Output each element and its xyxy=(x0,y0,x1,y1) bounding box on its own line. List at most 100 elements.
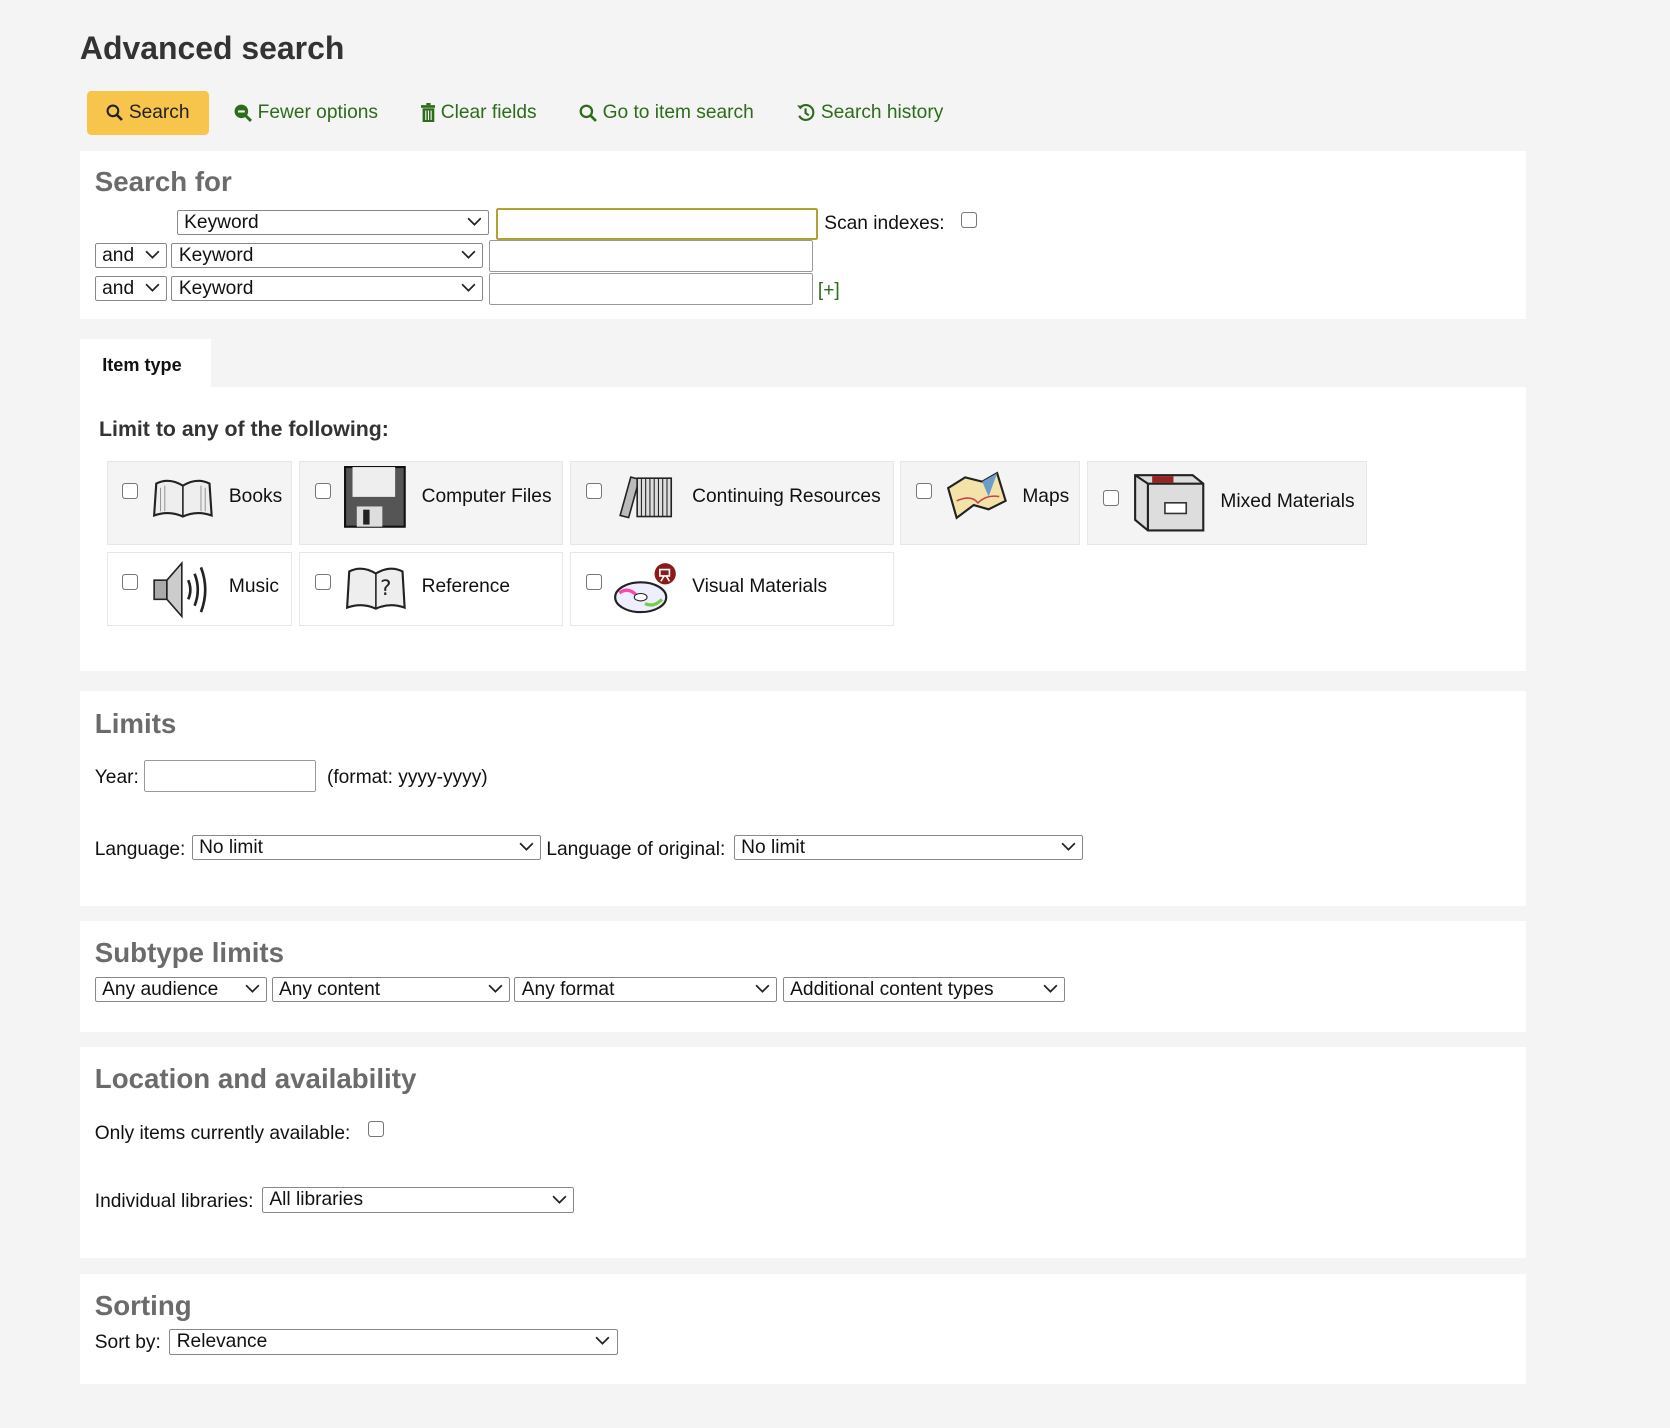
history-icon xyxy=(797,104,815,122)
visual-materials-checkbox[interactable] xyxy=(585,573,602,590)
operator-value: and xyxy=(102,277,135,299)
toolbar: Search Fewer options Clear fields Go to … xyxy=(87,90,943,136)
chevron-down-icon xyxy=(595,1333,610,1348)
format-value: Any format xyxy=(521,978,615,1000)
index-select-value: Keyword xyxy=(178,244,254,266)
item-type-visual-materials[interactable]: Visual Materials xyxy=(569,551,894,627)
continuing-resources-label: Continuing Resources xyxy=(692,485,881,507)
item-type-reference[interactable]: ? Reference xyxy=(299,551,564,627)
mixed-materials-checkbox[interactable] xyxy=(1103,489,1120,506)
item-type-books[interactable]: Books xyxy=(106,461,292,546)
search-icon xyxy=(107,104,124,122)
content-value: Any content xyxy=(278,978,381,1000)
index-select-1[interactable]: Keyword xyxy=(176,209,489,236)
sorting-heading: Sorting xyxy=(94,1289,192,1321)
libraries-value: All libraries xyxy=(269,1189,364,1211)
tab-item-type[interactable]: Item type xyxy=(79,338,211,388)
chevron-down-icon xyxy=(488,981,503,996)
orig-language-select[interactable]: No limit xyxy=(733,834,1084,861)
operator-select-2[interactable]: and xyxy=(94,242,168,269)
year-input[interactable] xyxy=(143,760,317,793)
computer-files-checkbox[interactable] xyxy=(315,483,332,500)
scan-indexes-checkbox[interactable] xyxy=(960,211,977,228)
reference-checkbox[interactable] xyxy=(315,573,332,590)
computer-files-label: Computer Files xyxy=(421,485,552,507)
chevron-down-icon xyxy=(145,280,160,295)
chevron-down-icon xyxy=(145,247,160,262)
operator-select-3[interactable]: and xyxy=(94,275,168,302)
books-label: Books xyxy=(228,485,283,507)
language-select[interactable]: No limit xyxy=(191,834,541,861)
fewer-options-label: Fewer options xyxy=(257,101,378,123)
subtype-heading: Subtype limits xyxy=(94,937,285,969)
search-button[interactable]: Search xyxy=(87,90,209,136)
audience-value: Any audience xyxy=(102,978,219,1000)
item-type-mixed-materials[interactable]: Mixed Materials xyxy=(1087,461,1368,546)
maps-checkbox[interactable] xyxy=(915,483,932,500)
item-type-panel: Limit to any of the following: Books Com… xyxy=(79,386,1527,671)
additional-content-select[interactable]: Additional content types xyxy=(782,976,1065,1003)
search-history-label: Search history xyxy=(820,101,944,123)
sort-label: Sort by: xyxy=(94,1332,161,1354)
music-checkbox[interactable] xyxy=(122,573,139,590)
chevron-down-icon xyxy=(461,280,476,295)
item-type-continuing-resources[interactable]: Continuing Resources xyxy=(569,461,894,546)
search-icon xyxy=(579,104,598,122)
filing-box-icon xyxy=(1134,473,1205,532)
item-search-link[interactable]: Go to item search xyxy=(579,102,754,124)
books-checkbox[interactable] xyxy=(122,483,139,500)
continuing-resources-checkbox[interactable] xyxy=(585,483,602,500)
clear-fields-link[interactable]: Clear fields xyxy=(420,101,537,124)
subtype-panel: Subtype limits Any audience Any content … xyxy=(79,921,1527,1032)
trash-icon xyxy=(420,103,436,123)
orig-language-value: No limit xyxy=(741,836,806,858)
operator-value: and xyxy=(102,244,135,266)
fewer-options-link[interactable]: Fewer options xyxy=(234,102,378,124)
chevron-down-icon xyxy=(1043,981,1058,996)
page-title: Advanced search xyxy=(79,29,345,66)
location-panel: Location and availability Only items cur… xyxy=(79,1046,1527,1258)
maps-label: Maps xyxy=(1022,485,1070,507)
year-format-hint: (format: yyyy-yyyy) xyxy=(326,766,488,788)
disc-icon xyxy=(614,563,677,614)
item-type-music[interactable]: Music xyxy=(106,551,292,627)
item-type-maps[interactable]: Maps xyxy=(899,461,1080,546)
libraries-select[interactable]: All libraries xyxy=(261,1187,575,1214)
zoom-out-icon xyxy=(234,104,253,122)
search-button-label: Search xyxy=(128,101,190,123)
mixed-materials-label: Mixed Materials xyxy=(1220,490,1355,512)
chevron-down-icon xyxy=(552,1192,567,1207)
orig-language-label: Language of original: xyxy=(546,839,726,861)
location-heading: Location and availability xyxy=(94,1062,417,1094)
search-for-panel: Search for Keyword Scan indexes: and Key… xyxy=(79,151,1527,320)
format-select[interactable]: Any format xyxy=(514,976,778,1003)
audience-select[interactable]: Any audience xyxy=(94,976,268,1003)
sorting-panel: Sorting Sort by: Relevance xyxy=(79,1273,1527,1385)
limits-panel: Limits Year: (format: yyyy-yyyy) Languag… xyxy=(79,691,1527,907)
sort-select[interactable]: Relevance xyxy=(169,1329,618,1355)
available-checkbox[interactable] xyxy=(368,1121,385,1138)
reference-book-icon: ? xyxy=(345,568,406,611)
search-term-input-1[interactable] xyxy=(496,207,818,240)
floppy-disk-icon xyxy=(343,466,406,529)
search-history-link[interactable]: Search history xyxy=(796,102,943,124)
clear-fields-label: Clear fields xyxy=(440,101,537,123)
index-select-3[interactable]: Keyword xyxy=(171,275,484,302)
chevron-down-icon xyxy=(1061,839,1076,854)
content-select[interactable]: Any content xyxy=(271,976,511,1003)
search-term-input-3[interactable] xyxy=(488,272,813,305)
chevron-down-icon xyxy=(755,981,770,996)
music-label: Music xyxy=(228,576,279,598)
additional-content-value: Additional content types xyxy=(790,978,994,1000)
language-value: No limit xyxy=(199,836,263,858)
libraries-label: Individual libraries: xyxy=(94,1190,254,1212)
scan-indexes-label: Scan indexes: xyxy=(824,212,945,234)
limit-heading: Limit to any of the following: xyxy=(99,417,389,442)
item-search-label: Go to item search xyxy=(602,101,754,123)
speaker-icon xyxy=(153,561,207,619)
item-type-computer-files[interactable]: Computer Files xyxy=(299,461,564,546)
index-select-2[interactable]: Keyword xyxy=(171,242,484,269)
add-row-link[interactable]: [+] xyxy=(817,280,840,302)
year-label: Year: xyxy=(94,766,139,788)
search-term-input-2[interactable] xyxy=(488,239,813,272)
